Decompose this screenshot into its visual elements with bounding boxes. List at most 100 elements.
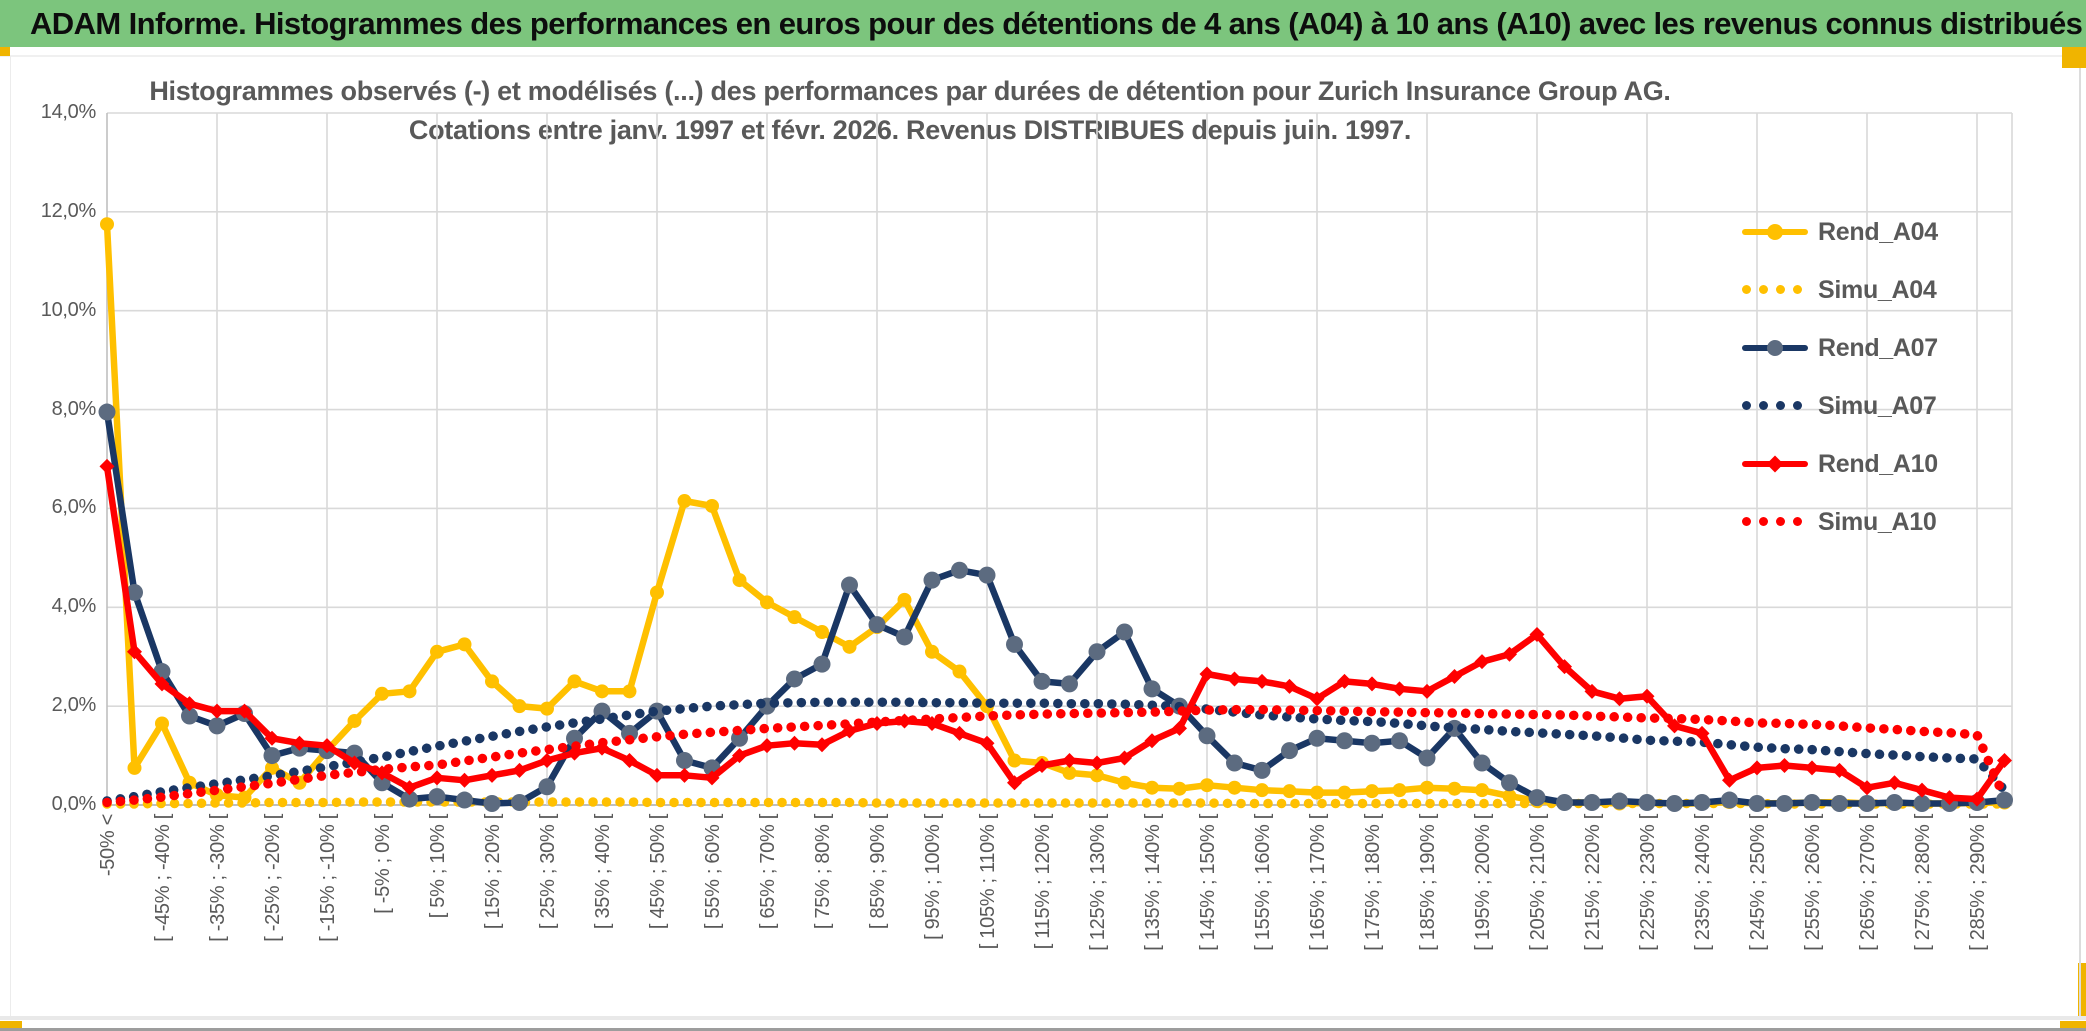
data-point-marker xyxy=(1639,688,1655,704)
data-point-marker xyxy=(1474,654,1490,670)
data-point-marker xyxy=(1391,732,1408,750)
data-point-marker xyxy=(98,403,116,421)
data-point-marker xyxy=(1062,765,1077,780)
data-point-marker xyxy=(952,664,967,679)
data-point-marker xyxy=(1611,792,1628,810)
data-point-marker xyxy=(1529,626,1545,642)
data-point-marker xyxy=(815,625,829,639)
data-point-marker xyxy=(677,767,692,783)
series-rend_a07-line xyxy=(98,403,2013,813)
data-point-marker xyxy=(127,760,142,775)
data-point-marker xyxy=(1282,678,1297,694)
data-point-marker xyxy=(1227,671,1242,687)
data-point-marker xyxy=(429,770,445,786)
data-point-marker xyxy=(319,738,335,754)
data-point-marker xyxy=(1583,794,1601,812)
bottom-gray-bar xyxy=(0,1028,2086,1031)
legend-label: Simu_A10 xyxy=(1818,507,1937,536)
data-point-marker xyxy=(704,770,720,786)
x-axis-tick-label: [ 5% ; 10% [ xyxy=(427,813,449,918)
x-axis-tick-label: [ 15% ; 20% [ xyxy=(482,813,504,929)
data-point-marker xyxy=(1969,791,1985,807)
data-point-marker xyxy=(155,716,169,731)
data-point-marker xyxy=(1392,783,1407,798)
data-point-marker xyxy=(813,655,831,673)
data-point-marker xyxy=(1310,785,1324,800)
data-point-marker xyxy=(1418,749,1436,767)
x-axis-tick-label: [ 205% ; 210% [ xyxy=(1527,813,1549,950)
legend-marker xyxy=(1767,340,1783,356)
x-axis-tick-label: [ 165% ; 170% [ xyxy=(1307,813,1329,950)
data-point-marker xyxy=(457,637,472,652)
x-axis-tick-label: [ 265% ; 270% [ xyxy=(1857,813,1879,950)
data-point-marker xyxy=(705,498,719,513)
data-point-marker xyxy=(1473,754,1491,772)
card-border-left xyxy=(10,56,11,1016)
data-point-marker xyxy=(126,583,143,601)
data-point-marker xyxy=(1365,784,1379,799)
data-point-marker xyxy=(1831,795,1848,813)
data-point-marker xyxy=(1392,681,1407,697)
legend-item-simu_a10: Simu_A10 xyxy=(1742,493,2072,551)
data-point-marker xyxy=(1090,768,1104,783)
data-point-marker xyxy=(1475,783,1489,798)
legend-item-simu_a07: Simu_A07 xyxy=(1742,377,2072,435)
data-point-marker xyxy=(1364,676,1380,692)
data-point-marker xyxy=(1253,761,1271,779)
data-point-marker xyxy=(511,794,528,812)
data-point-marker xyxy=(676,752,693,770)
legend-line-sample xyxy=(1742,454,1808,474)
legend-item-rend_a10: Rend_A10 xyxy=(1742,435,2072,493)
x-axis-tick-label: -50% < xyxy=(97,814,119,876)
data-point-marker xyxy=(1556,794,1573,812)
data-point-marker xyxy=(896,628,913,646)
data-point-marker xyxy=(347,755,362,771)
data-point-marker xyxy=(1666,795,1683,813)
legend: Rend_A04 Simu_A04 Rend_A07 Simu_A07 Rend_A10… xyxy=(1742,203,2072,551)
data-point-marker xyxy=(760,595,774,610)
x-axis-tick-label: [ 125% ; 130% [ xyxy=(1087,813,1109,950)
data-point-marker xyxy=(100,217,114,232)
data-point-marker xyxy=(1281,742,1298,760)
legend-item-rend_a04: Rend_A04 xyxy=(1742,203,2072,261)
data-point-marker xyxy=(1528,789,1546,807)
x-axis-tick-label: [ 255% ; 260% [ xyxy=(1802,813,1824,950)
x-axis-tick-label: [ -25% ; -20% [ xyxy=(262,813,284,942)
data-point-marker xyxy=(1693,794,1711,812)
data-point-marker xyxy=(1089,755,1105,771)
data-point-marker xyxy=(732,748,747,764)
data-point-marker xyxy=(1502,646,1517,662)
x-axis: -50% < [ -45% ; -40% [[ -35% ; -30% [[ -2… xyxy=(97,813,1989,950)
data-point-marker xyxy=(263,747,281,765)
data-point-marker xyxy=(650,585,664,600)
data-point-marker xyxy=(1309,691,1325,707)
x-axis-tick-label: [ 95% ; 100% [ xyxy=(922,813,944,940)
x-axis-tick-label: [ 195% ; 200% [ xyxy=(1472,813,1494,950)
legend-marker xyxy=(1767,224,1783,240)
data-point-marker xyxy=(237,703,252,719)
data-point-marker xyxy=(208,717,226,735)
data-point-marker xyxy=(1116,623,1133,641)
data-point-marker xyxy=(759,738,775,754)
data-point-marker xyxy=(1337,785,1352,800)
x-axis-tick-label: [ -45% ; -40% [ xyxy=(152,813,174,942)
data-point-marker xyxy=(732,573,747,588)
data-point-marker xyxy=(1198,727,1216,745)
gold-accent-top-left xyxy=(0,47,10,56)
y-axis-tick-label: 6,0% xyxy=(51,496,97,519)
data-point-marker xyxy=(1034,757,1050,773)
y-axis-tick-label: 14,0% xyxy=(40,101,97,123)
data-point-marker xyxy=(1996,791,2013,809)
bottom-strip xyxy=(0,1020,2086,1029)
data-point-marker xyxy=(1143,680,1161,698)
data-point-marker xyxy=(677,494,692,509)
data-point-marker xyxy=(1804,760,1820,776)
data-point-marker xyxy=(1997,753,2012,769)
data-point-marker xyxy=(1199,666,1215,682)
data-point-marker xyxy=(430,644,444,659)
data-point-marker xyxy=(1501,774,1518,792)
x-axis-tick-label: [ 55% ; 60% [ xyxy=(702,813,724,929)
legend-label: Simu_A07 xyxy=(1818,391,1937,420)
data-point-marker xyxy=(1227,780,1242,795)
x-axis-tick-label: [ 65% ; 70% [ xyxy=(757,813,779,929)
